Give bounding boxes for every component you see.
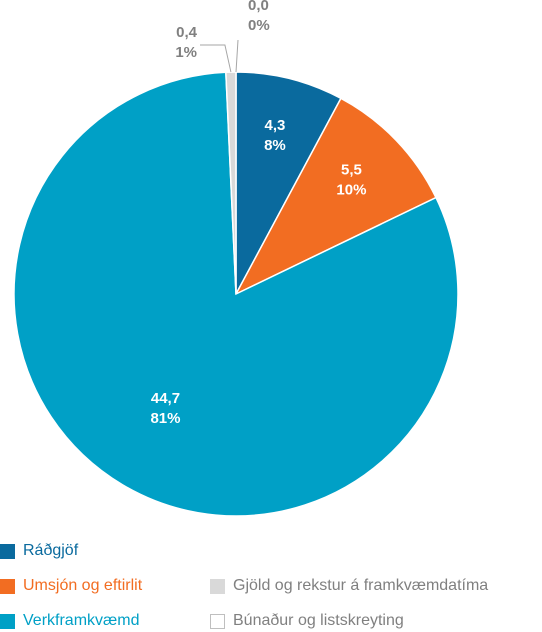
legend-swatch-umsjon (0, 578, 15, 594)
pie-slice-verkframkv-md (13, 71, 459, 517)
value-label-bu-na-ur-og-listskreyting: 0,0 (248, 0, 269, 14)
legend-label-radgjof: Ráðgjöf (23, 542, 79, 559)
leader-line-bu-na-ur-og-listskreyting (235, 39, 239, 73)
legend-label-umsjon: Umsjón og eftirlit (23, 577, 143, 594)
legend-label-gjold: Gjöld og rekstur á framkvæmdatíma (233, 577, 489, 594)
chart-legend: Ráðgjöf Umsjón og eftirlit Verkframkvæmd… (0, 540, 542, 632)
pie-slice-umsjo-n-og-eftirlit (234, 97, 437, 296)
legend-swatch-radgjof (0, 543, 15, 559)
legend-item-umsjon: Umsjón og eftirlit (0, 575, 142, 597)
legend-item-gjold: Gjöld og rekstur á framkvæmdatíma (210, 575, 488, 597)
value-label-ra-gjo-f: 4,3 (265, 117, 286, 134)
legend-swatch-verkframkvaemd (0, 613, 15, 629)
pie-slice-ra-gjo-f (235, 71, 342, 295)
legend-item-verkframkvaemd: Verkframkvæmd (0, 610, 139, 632)
pie-chart: 4,3 8% 5,5 10% 44,7 81% 0,4 1% 0,0 0% (13, 0, 459, 517)
legend-label-verkframkvaemd: Verkframkvæmd (23, 612, 140, 629)
percent-label-umsjo-n-og-eftirlit: 10% (336, 181, 366, 198)
data-labels: 4,3 8% 5,5 10% 44,7 81% 0,4 1% 0,0 0% (150, 0, 366, 427)
percent-label-bu-na-ur-og-listskreyting: 0% (248, 17, 270, 34)
value-label-gjo-ld-og-rekstur-a-framkv-mdati-ma: 0,4 (176, 24, 198, 41)
legend-item-radgjof: Ráðgjöf (0, 540, 78, 562)
percent-label-verkframkv-md: 81% (150, 410, 180, 427)
leader-lines (200, 39, 239, 73)
legend-item-bunadur: Búnaður og listskreyting (210, 610, 404, 632)
leader-line-gjo-ld-og-rekstur-a-framkv-mdati-ma (200, 44, 232, 73)
value-label-umsjo-n-og-eftirlit: 5,5 (341, 161, 362, 178)
value-label-verkframkv-md: 44,7 (151, 390, 180, 407)
percent-label-gjo-ld-og-rekstur-a-framkv-mdati-ma: 1% (175, 44, 197, 61)
percent-label-ra-gjo-f: 8% (264, 137, 286, 154)
legend-swatch-gjold (210, 578, 225, 594)
legend-swatch-bunadur (210, 613, 225, 629)
pie-slice-gjo-ld-og-rekstur-a-framkv-mdati-ma (225, 71, 237, 295)
legend-label-bunadur: Búnaður og listskreyting (233, 612, 404, 629)
pie-slices (13, 71, 459, 517)
